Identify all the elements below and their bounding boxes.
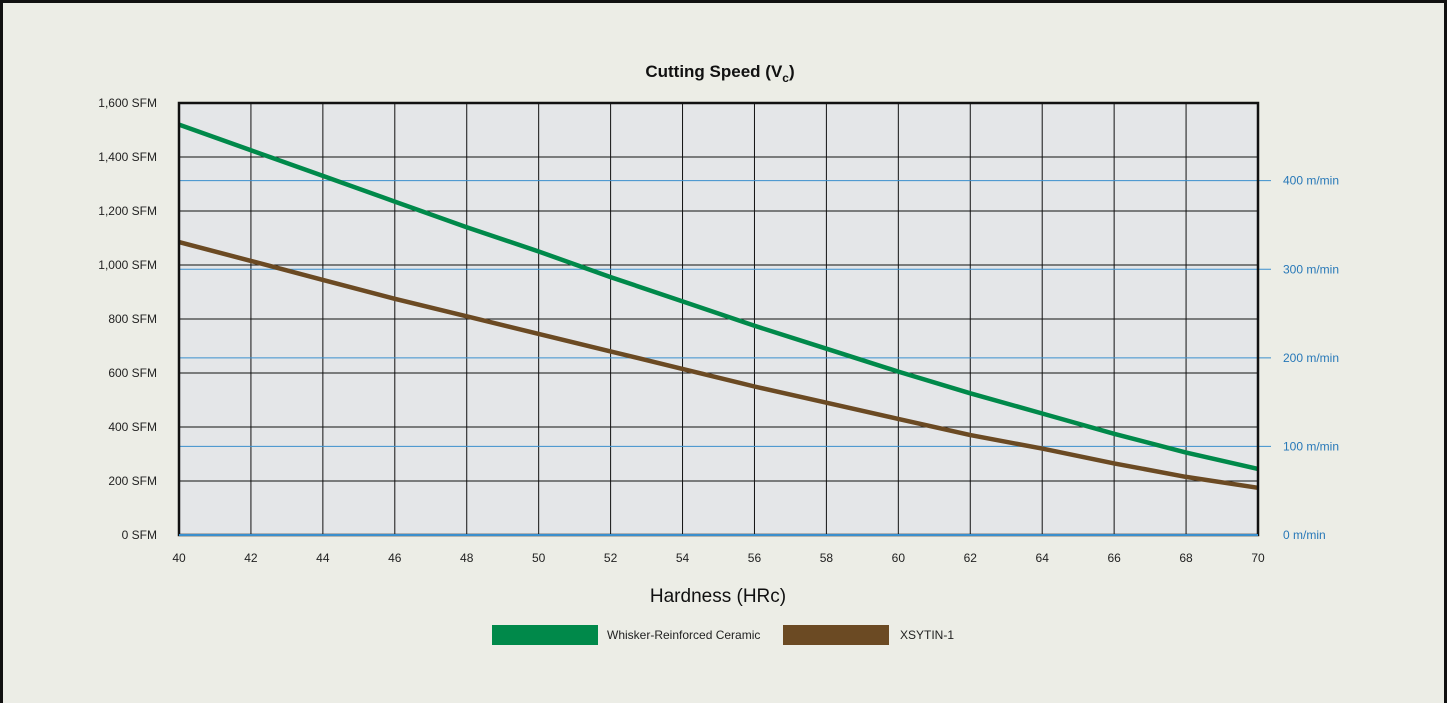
chart-title: Cutting Speed (Vc) [645,62,794,85]
y-tick-label-right: 400 m/min [1283,174,1339,188]
x-tick-label: 56 [748,551,762,565]
y-tick-label-left: 1,200 SFM [98,204,157,218]
x-tick-label: 60 [892,551,906,565]
x-tick-label: 66 [1107,551,1121,565]
series-line [178,239,1259,491]
x-tick-label: 40 [172,551,186,565]
x-tick-label: 70 [1251,551,1265,565]
x-tick-label: 58 [820,551,834,565]
x-tick-label: 50 [532,551,546,565]
x-tick-label: 62 [964,551,978,565]
legend-label: XSYTIN-1 [900,628,954,642]
x-tick-label: 68 [1179,551,1193,565]
series-line [178,122,1259,472]
legend-swatch [783,625,889,645]
y-tick-label-left: 1,400 SFM [98,150,157,164]
x-tick-label: 64 [1036,551,1050,565]
x-tick-label: 48 [460,551,474,565]
x-tick-label: 46 [388,551,402,565]
y-tick-label-left: 400 SFM [108,420,157,434]
y-tick-label-left: 0 SFM [122,528,157,542]
chart-svg: Cutting Speed (Vc) 0 SFM 200 SFM 400 SFM 60… [98,62,1339,645]
y-tick-label-left: 1,600 SFM [98,96,157,110]
y-tick-label-right: 200 m/min [1283,351,1339,365]
legend-label: Whisker-Reinforced Ceramic [607,628,760,642]
legend-swatch [492,625,598,645]
y-tick-label-left: 200 SFM [108,474,157,488]
y-tick-label-right: 100 m/min [1283,439,1339,453]
y-tick-label-left: 1,000 SFM [98,258,157,272]
x-axis-title: Hardness (HRc) [650,586,786,607]
y-tick-label-left: 800 SFM [108,312,157,326]
x-tick-label: 44 [316,551,330,565]
y-tick-label-left: 600 SFM [108,366,157,380]
y-tick-label-right: 0 m/min [1283,528,1326,542]
x-tick-label: 52 [604,551,618,565]
x-tick-label: 42 [244,551,258,565]
x-tick-label: 54 [676,551,690,565]
y-tick-label-right: 300 m/min [1283,262,1339,276]
